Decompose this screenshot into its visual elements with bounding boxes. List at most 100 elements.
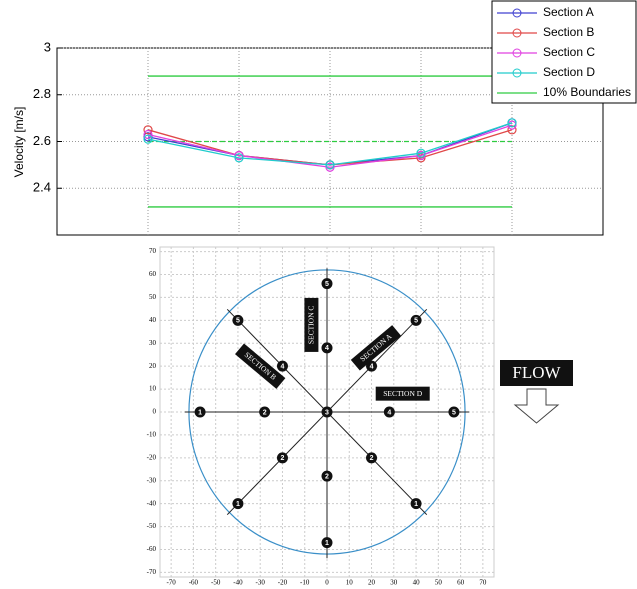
flow-arrow (513, 388, 560, 424)
y-tick-label: 60 (149, 270, 157, 278)
x-tick-label: -20 (278, 579, 288, 587)
point (416, 153, 426, 163)
y-tick-label: 2.6 (33, 133, 51, 148)
legend-marker (512, 68, 522, 78)
point-label: 2 (325, 474, 329, 481)
measurement-point (276, 360, 288, 372)
y-tick-label: -50 (147, 522, 157, 530)
measurement-point (259, 406, 271, 418)
legend-marker (512, 8, 522, 18)
series-line (147, 124, 513, 168)
measurement-point (276, 452, 288, 464)
point-label: 2 (370, 455, 374, 462)
legend-marker (512, 48, 522, 58)
measurement-point (321, 470, 333, 482)
section-tag-box (304, 297, 319, 352)
point (507, 120, 517, 130)
measurement-point (366, 360, 378, 372)
section-tag-box (375, 386, 430, 401)
measurement-point (321, 537, 333, 549)
y-tick-label: 50 (149, 293, 157, 301)
measurement-point (232, 314, 244, 326)
y-tick-label: 2.4 (33, 180, 51, 195)
measurement-point (410, 314, 422, 326)
measurement-point (366, 452, 378, 464)
y-tick-label: 3 (44, 39, 51, 54)
x-tick-label: 30 (390, 579, 398, 587)
x-tick-label: 0 (325, 579, 329, 587)
section-label: SECTION C (307, 306, 316, 345)
legend-label: 10% Boundaries (543, 85, 631, 99)
point-label: 4 (281, 364, 285, 371)
flow-box (500, 360, 573, 386)
section-tag: SECTION C (304, 297, 319, 352)
point (143, 134, 153, 144)
x-tick-label: -40 (233, 579, 243, 587)
x-tick-label: 20 (368, 579, 376, 587)
section-tag: SECTION D (375, 386, 430, 401)
x-tick-label: 60 (457, 579, 465, 587)
point (143, 132, 153, 142)
legend-label: Section D (543, 65, 595, 79)
point-label: 1 (414, 501, 418, 508)
measurement-point (383, 406, 395, 418)
y-tick-label: -30 (147, 476, 157, 484)
y-tick-label: -20 (147, 453, 157, 461)
point-label: 5 (414, 318, 418, 325)
legend-label: Section A (543, 5, 594, 19)
legend-label: Section B (543, 25, 594, 39)
point (143, 125, 153, 135)
point-label: 1 (325, 540, 329, 547)
measurement-point (448, 406, 460, 418)
point (234, 153, 244, 163)
measurement-point (321, 342, 333, 354)
y-tick-label: -10 (147, 431, 157, 439)
point-label: 1 (236, 501, 240, 508)
x-tick-label: 70 (479, 579, 487, 587)
point-label: 4 (387, 409, 391, 416)
y-tick-label: 40 (149, 316, 157, 324)
section-label: SECTION D (383, 389, 423, 398)
y-tick-label: 0 (153, 408, 157, 416)
point (416, 150, 426, 161)
point (507, 118, 517, 128)
measurement-point (321, 278, 333, 290)
legend-marker (512, 28, 522, 38)
legend-box (491, 0, 637, 104)
y-tick-label: 30 (149, 339, 157, 347)
point-label: 5 (325, 281, 329, 288)
x-tick-label: 10 (346, 579, 354, 587)
section-tag-box (235, 343, 286, 389)
point (416, 148, 426, 158)
y-tick-label: 20 (149, 362, 157, 370)
measurement-point (410, 498, 422, 510)
x-tick-label: 40 (413, 579, 421, 587)
y-tick-label: -40 (147, 499, 157, 507)
point (143, 129, 153, 140)
measurement-point (232, 498, 244, 510)
measurement-point (194, 406, 206, 418)
y-axis-label: Velocity [m/s] (12, 107, 26, 178)
point (325, 160, 335, 170)
x-tick-label: 50 (435, 579, 443, 587)
point-label: 5 (452, 409, 456, 416)
point-label: 2 (263, 409, 267, 416)
point-label: 4 (370, 364, 374, 371)
measurement-point (321, 406, 333, 418)
x-tick-label: -10 (300, 579, 310, 587)
point (234, 150, 244, 161)
point-label: 5 (236, 318, 240, 325)
x-tick-label: -60 (189, 579, 199, 587)
y-tick-label: 2.8 (33, 86, 51, 101)
point-label: 3 (325, 409, 329, 416)
point-label: 2 (281, 455, 285, 462)
point (325, 162, 335, 172)
y-tick-label: -70 (147, 568, 157, 576)
x-tick-label: -70 (166, 579, 176, 587)
series-line (147, 122, 513, 166)
y-tick-label: 70 (149, 247, 157, 255)
x-tick-label: -30 (256, 579, 266, 587)
legend-label: Section C (543, 45, 595, 59)
section-tag-box (350, 325, 402, 371)
